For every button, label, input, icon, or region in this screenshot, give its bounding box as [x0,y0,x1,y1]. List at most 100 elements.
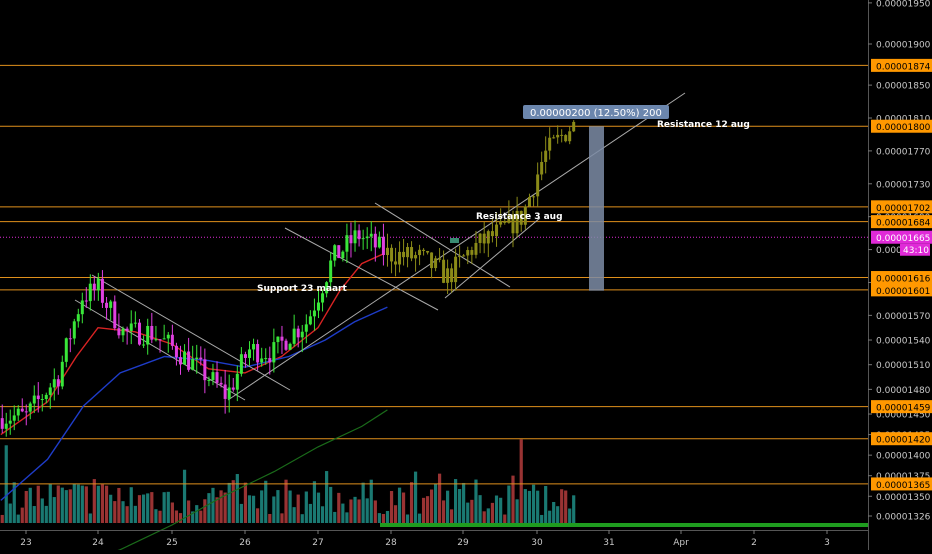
volume-bar [441,500,446,523]
volume-bar [195,505,199,523]
candle [121,326,125,343]
candle [507,200,511,224]
candles [0,120,576,437]
candle [353,220,357,252]
level-label-text: 0.00001874 [876,62,931,72]
price-tick-label: 0.00001510 [876,361,931,371]
candle [474,230,478,259]
candle [527,193,531,208]
volume-bar [199,510,203,523]
volume-bar [572,495,576,523]
volume-bar [182,469,187,523]
price-tick-label: 0.00001850 [876,82,931,92]
volume-bar [121,501,125,523]
volume-bar [478,495,482,523]
annotation-resistance-12-aug[interactable]: Resistance 12 aug [657,120,750,130]
volume-bar [527,490,532,523]
volume-bar [474,479,478,523]
candle [178,345,182,375]
annotation-support-23-maart[interactable]: Support 23 maart [257,284,347,294]
candle [76,308,80,328]
volume-bar [251,495,256,523]
candle [268,346,272,375]
candle [434,255,438,272]
volume-bar [133,505,137,523]
price-tick-label: 0.00001950 [876,0,931,9]
time-tick-label: 26 [239,538,251,548]
candle [564,134,568,143]
candle [552,134,556,139]
level-label-background [871,215,932,229]
candle [32,385,36,414]
volume-bar [170,502,174,523]
candle [40,394,44,412]
annotation-resistance-3-aug[interactable]: Resistance 3 aug [476,212,563,222]
candle [64,337,68,368]
volume-bar [162,492,166,523]
trend-line[interactable] [444,217,541,299]
volume-bar [353,496,357,523]
level-label-text: 0.00001365 [876,481,930,491]
candle [166,331,170,353]
candle [80,292,84,324]
volume-bar [178,513,183,523]
volume-bar [80,485,84,523]
candle [125,326,129,345]
candle [568,126,572,145]
current-price-tag: 0.00001665 43:10 [871,230,932,256]
candle [536,162,540,208]
volume-bar [499,497,503,523]
volume-bar [503,514,507,523]
time-tick-label: Apr [673,538,689,548]
level-label-background [871,400,932,414]
price-tick-label: 0.00001540 [876,337,931,347]
candle [410,241,414,262]
volume-bar [490,502,495,523]
volume-bar [72,483,76,523]
volume-bar [215,497,219,523]
candle [243,351,247,368]
volume-bar [515,499,519,523]
candle [349,222,353,258]
volume-bar [540,514,544,523]
volume-bar [409,482,414,523]
trend-line[interactable] [91,274,291,391]
candle [109,299,113,321]
candle [199,346,203,366]
volume-bar [284,479,288,523]
price-tick-label: 0.00001730 [876,180,931,190]
candle [231,377,235,392]
candle [235,365,239,402]
volume-bar [239,503,243,523]
volume-bar [462,482,466,523]
candle [337,245,341,259]
trend-line[interactable] [374,202,511,288]
candle [68,328,72,353]
candle [150,312,154,344]
level-label-background [871,58,932,72]
trend-line[interactable] [284,227,439,311]
time-axis[interactable]: 23 24 25 26 27 28 29 30 31 Apr 2 3 [20,530,830,548]
volume-bar [227,482,231,523]
candle [341,250,345,262]
candle [414,251,418,272]
volume-bar [304,491,308,523]
volume-bar [96,485,100,523]
candle [560,129,564,143]
candle [4,412,8,437]
measure-box[interactable] [589,126,604,291]
moving-average-line [0,306,388,501]
horizontal-levels [0,64,868,485]
volume-bar [117,487,121,523]
time-tick-label: 27 [312,538,323,548]
candle [446,259,450,294]
measure-label-background [523,105,669,119]
volume-bar [365,498,369,523]
volume-bar [397,487,402,523]
volume-bar [393,505,398,523]
trend-line[interactable] [227,92,686,401]
volume-bar [449,509,454,523]
candle [426,250,430,255]
